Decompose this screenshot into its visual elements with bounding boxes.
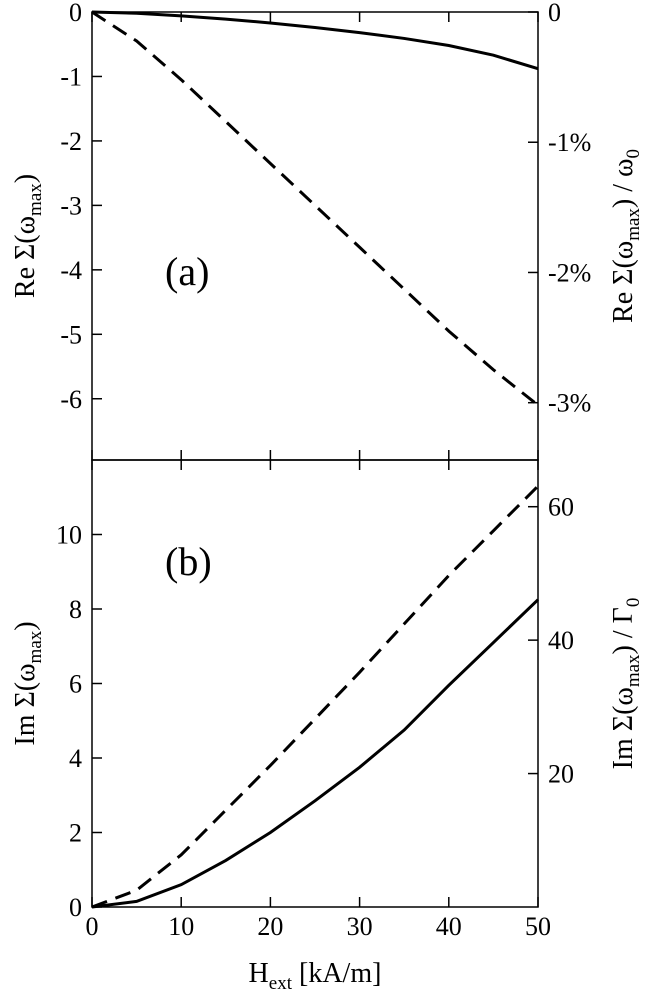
x-tick-label: 40 [436, 912, 462, 941]
y-tick-label: 4 [69, 744, 82, 773]
label-part: ) [10, 174, 41, 183]
label-part: Im Σ(ω [10, 663, 41, 745]
y2-tick-label: 20 [548, 760, 574, 789]
label-part: ) / ω [608, 159, 639, 209]
y-tick-label: 0 [69, 893, 82, 922]
y-tick-label: 8 [69, 595, 82, 624]
x-tick-label: 50 [525, 912, 551, 941]
y2-tick-label: -3% [548, 389, 591, 418]
y2-tick-label: 0 [548, 0, 561, 27]
x-tick-label: 10 [168, 912, 194, 941]
label-part: ) [10, 621, 41, 630]
label-part: [kA/m] [292, 958, 381, 989]
x-tick-label: 30 [347, 912, 373, 941]
label-part: Re Σ(ω [10, 216, 41, 298]
label-part: ) / Γ [608, 607, 639, 654]
y-tick-label: 0 [69, 0, 82, 27]
y-tick-label: -3 [60, 191, 82, 220]
label-part: H [249, 958, 269, 989]
y-tick-label: -4 [60, 256, 82, 285]
x-tick-label: 0 [86, 912, 99, 941]
label-subscript: max [623, 654, 644, 687]
y-tick-label: -5 [60, 320, 82, 349]
y-tick-label: 2 [69, 819, 82, 848]
y2-axis-label: Im Σ(ωmax) / Γ0 [608, 598, 644, 770]
label-subscript: max [623, 208, 644, 241]
label-subscript: ext [269, 973, 293, 993]
x-tick-label: 20 [257, 912, 283, 941]
y2-tick-label: 60 [548, 493, 574, 522]
series-line [91, 10, 539, 407]
panel-label: (a) [165, 249, 209, 294]
y2-axis-label: Re Σ(ωmax) / ω0 [608, 149, 644, 323]
y-tick-label: 6 [69, 670, 82, 699]
x-axis-label: Hext [kA/m] [249, 958, 382, 993]
plot-frame [91, 459, 539, 908]
y-tick-label: -1 [60, 62, 82, 91]
label-subscript: 0 [623, 598, 644, 608]
y-axis-label: Im Σ(ωmax) [10, 621, 46, 745]
series-line [91, 598, 540, 909]
y2-tick-label: 40 [548, 626, 574, 655]
series-line [91, 10, 539, 71]
label-subscript: 0 [623, 149, 644, 159]
y-tick-label: -2 [60, 127, 82, 156]
series-line [91, 485, 540, 909]
label-part: Re Σ(ω [608, 241, 639, 323]
panel-label: (b) [165, 539, 212, 584]
label-subscript: max [25, 630, 46, 663]
y2-tick-label: -2% [548, 258, 591, 287]
y-tick-label: 10 [56, 521, 82, 550]
y-tick-label: -6 [60, 385, 82, 414]
label-subscript: max [25, 183, 46, 216]
plot-frame [91, 11, 539, 461]
label-part: Im Σ(ω [608, 687, 639, 769]
y-axis-label: Re Σ(ωmax) [10, 174, 46, 298]
y2-tick-label: -1% [548, 128, 591, 157]
